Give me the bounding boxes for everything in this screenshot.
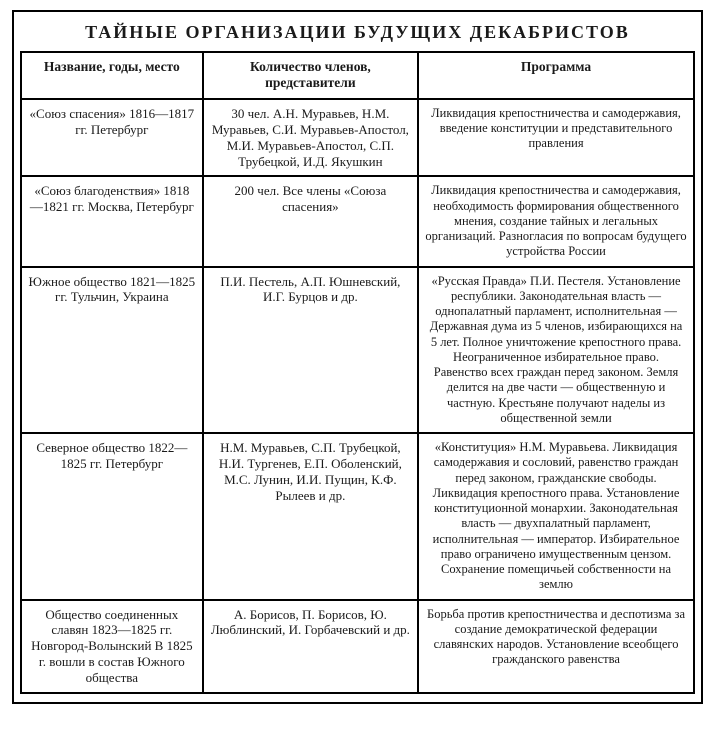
- cell-name: «Союз спасения» 1816—1817 гг. Петербург: [21, 99, 203, 176]
- cell-program: Ликвидация крепостничества и самодержави…: [418, 176, 694, 266]
- cell-program: «Русская Правда» П.И. Пестеля. Установле…: [418, 267, 694, 434]
- table-row: «Союз спасения» 1816—1817 гг. Петербург …: [21, 99, 694, 176]
- cell-program: Ликвидация крепостничества и самодержави…: [418, 99, 694, 176]
- cell-name: Северное общество 1822—1825 гг. Петербур…: [21, 433, 203, 600]
- cell-name: Южное общество 1821—1825 гг. Тульчин, Ук…: [21, 267, 203, 434]
- page-title: ТАЙНЫЕ ОРГАНИЗАЦИИ БУДУЩИХ ДЕКАБРИСТОВ: [20, 18, 695, 51]
- col-header-members: Количество членов, представители: [203, 52, 418, 99]
- outer-frame: ТАЙНЫЕ ОРГАНИЗАЦИИ БУДУЩИХ ДЕКАБРИСТОВ Н…: [12, 10, 703, 704]
- cell-name: Общество соединенных славян 1823—1825 гг…: [21, 600, 203, 693]
- cell-members: 30 чел. А.Н. Муравьев, Н.М. Муравьев, С.…: [203, 99, 418, 176]
- document-page: ТАЙНЫЕ ОРГАНИЗАЦИИ БУДУЩИХ ДЕКАБРИСТОВ Н…: [0, 0, 715, 718]
- table-row: Северное общество 1822—1825 гг. Петербур…: [21, 433, 694, 600]
- cell-program: Борьба против крепостничества и деспотиз…: [418, 600, 694, 693]
- col-header-program: Программа: [418, 52, 694, 99]
- col-header-name: Название, годы, место: [21, 52, 203, 99]
- cell-members: 200 чел. Все члены «Союза спасения»: [203, 176, 418, 266]
- table-row: Общество соединенных славян 1823—1825 гг…: [21, 600, 694, 693]
- cell-program: «Конституция» Н.М. Муравьева. Ликвидация…: [418, 433, 694, 600]
- table-header-row: Название, годы, место Количество членов,…: [21, 52, 694, 99]
- cell-name: «Союз благоденствия» 1818—1821 гг. Москв…: [21, 176, 203, 266]
- cell-members: А. Борисов, П. Борисов, Ю. Люблинский, И…: [203, 600, 418, 693]
- table-row: Южное общество 1821—1825 гг. Тульчин, Ук…: [21, 267, 694, 434]
- table-row: «Союз благоденствия» 1818—1821 гг. Москв…: [21, 176, 694, 266]
- cell-members: П.И. Пестель, А.П. Юшневский, И.Г. Бурцо…: [203, 267, 418, 434]
- organizations-table: Название, годы, место Количество членов,…: [20, 51, 695, 694]
- cell-members: Н.М. Муравьев, С.П. Трубецкой, Н.И. Тург…: [203, 433, 418, 600]
